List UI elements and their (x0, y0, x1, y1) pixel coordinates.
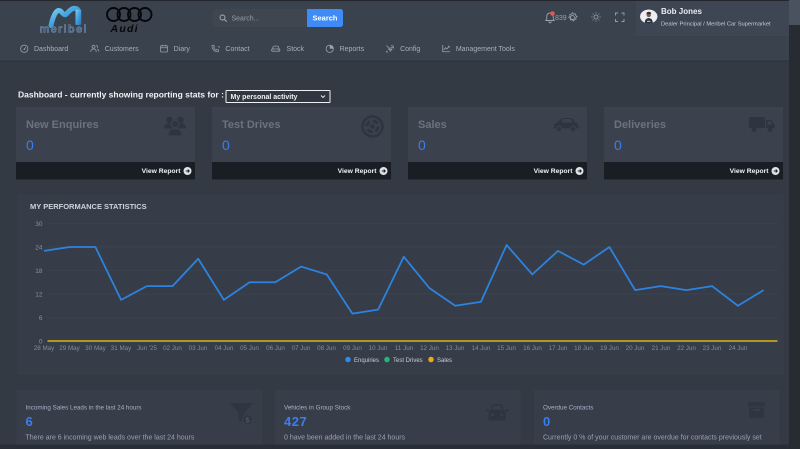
svg-text:02 Jun: 02 Jun (163, 345, 182, 352)
svg-text:23 Jun: 23 Jun (703, 345, 722, 352)
svg-text:08 Jun: 08 Jun (317, 345, 336, 352)
svg-text:13 Jun: 13 Jun (446, 345, 465, 352)
svg-text:Sales: Sales (437, 358, 452, 364)
svg-text:09 Jun: 09 Jun (343, 345, 362, 352)
svg-text:18: 18 (35, 268, 43, 275)
svg-text:24 Jun: 24 Jun (729, 345, 748, 352)
svg-text:22 Jun: 22 Jun (677, 345, 696, 352)
svg-text:29 May: 29 May (59, 345, 80, 352)
svg-text:30: 30 (35, 221, 43, 228)
svg-text:18 Jun: 18 Jun (574, 345, 593, 352)
svg-text:16 Jun: 16 Jun (523, 345, 542, 352)
svg-text:04 Jun: 04 Jun (215, 345, 234, 352)
svg-text:24: 24 (35, 245, 43, 252)
svg-text:28 May: 28 May (34, 345, 55, 352)
svg-text:meribel: meribel (40, 24, 88, 34)
svg-text:6: 6 (39, 315, 43, 322)
svg-text:07 Jun: 07 Jun (292, 345, 311, 352)
svg-text:Test Drives: Test Drives (393, 358, 423, 364)
svg-text:$: $ (245, 415, 250, 424)
svg-text:17 Jun: 17 Jun (549, 345, 568, 352)
svg-text:06 Jun: 06 Jun (266, 345, 285, 352)
svg-text:12 Jun: 12 Jun (420, 345, 439, 352)
svg-text:31 May: 31 May (111, 345, 132, 352)
svg-text:12: 12 (35, 292, 43, 299)
svg-text:Enquiries: Enquiries (354, 358, 379, 364)
svg-text:19 Jun: 19 Jun (600, 345, 619, 352)
svg-text:Audi: Audi (110, 23, 139, 32)
svg-text:Jun '25: Jun '25 (137, 345, 157, 352)
svg-text:11 Jun: 11 Jun (395, 345, 414, 352)
svg-text:10 Jun: 10 Jun (369, 345, 388, 352)
svg-text:21 Jun: 21 Jun (652, 345, 671, 352)
svg-text:05 Jun: 05 Jun (240, 345, 259, 352)
svg-text:15 Jun: 15 Jun (497, 345, 516, 352)
svg-text:0: 0 (39, 339, 43, 346)
svg-text:14 Jun: 14 Jun (472, 345, 491, 352)
svg-text:03 Jun: 03 Jun (189, 345, 208, 352)
svg-text:30 May: 30 May (85, 345, 106, 352)
svg-text:20 Jun: 20 Jun (626, 345, 645, 352)
